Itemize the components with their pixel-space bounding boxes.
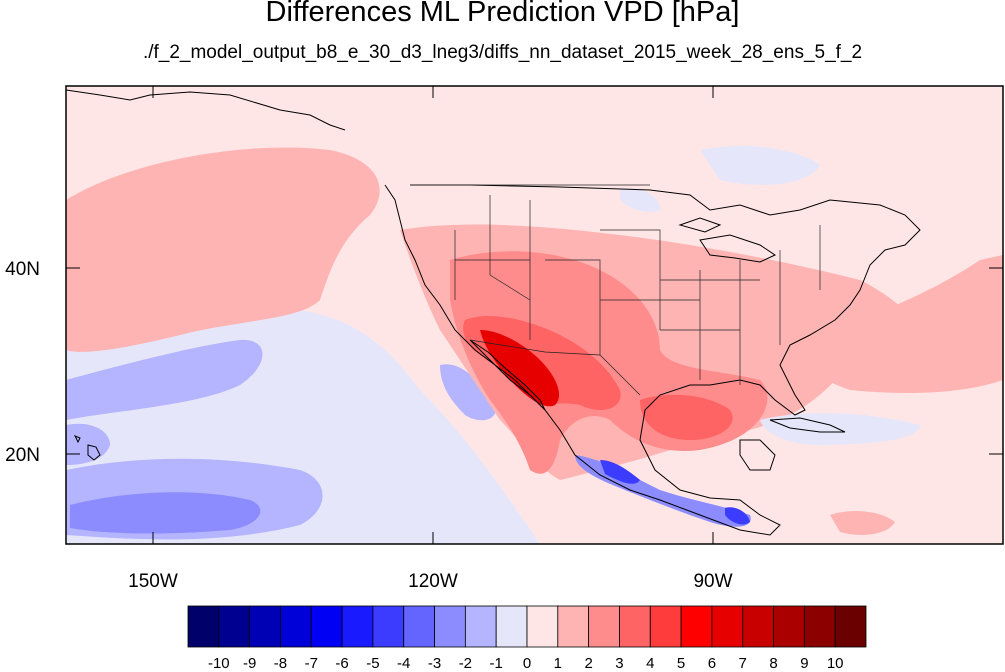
baja-offshore-blue xyxy=(440,364,496,421)
colorbar-swatch xyxy=(649,605,682,648)
colorbar: -10 -9 -8 -7 -6 -5 -4 -3 -2 -1 0 1 2 3 4 5 6 7 8 9 10 xyxy=(187,605,867,672)
central-america-deep-blue xyxy=(725,507,750,525)
colorbar-label: -9 xyxy=(243,655,256,672)
political-borders xyxy=(410,184,821,396)
baja-california-coastline xyxy=(469,339,546,411)
caribbean-red-patch xyxy=(830,510,895,535)
lon-tick-120w: 120W xyxy=(408,571,458,592)
north-america-coastline xyxy=(384,184,921,536)
colorbar-label: -3 xyxy=(428,655,441,672)
great-lakes-outline xyxy=(678,217,777,263)
pacific-mid-blue-region xyxy=(66,339,263,420)
colorbar-label: 10 xyxy=(827,655,844,672)
colorbar-label: 9 xyxy=(800,655,808,672)
hudson-blue-patch xyxy=(620,188,660,212)
colorbar-swatch xyxy=(464,605,497,648)
colorbar-label: -7 xyxy=(305,655,318,672)
colorbar-swatch xyxy=(619,605,651,648)
colorbar-label: 5 xyxy=(677,655,685,672)
colorbar-swatch xyxy=(310,605,343,648)
colorbar-label: -5 xyxy=(366,655,379,672)
axis-ticks xyxy=(66,86,1003,544)
colorbar-label: 7 xyxy=(739,655,747,672)
colorbar-swatch xyxy=(187,605,220,648)
colorbar-label: 3 xyxy=(615,655,623,672)
colorbar-swatch xyxy=(834,605,867,648)
atlantic-light-red-region xyxy=(800,255,1003,393)
colorbar-swatch xyxy=(218,605,251,648)
colorbar-swatch xyxy=(249,605,281,648)
colorbar-label: 6 xyxy=(708,655,716,672)
colorbar-swatch xyxy=(680,605,713,648)
colorbar-label: -6 xyxy=(335,655,348,672)
yucatan-coastline xyxy=(739,439,776,471)
gulf-red-region xyxy=(640,394,733,440)
coastlines xyxy=(66,89,921,536)
map-title: Differences ML Prediction VPD [hPa] xyxy=(265,0,740,28)
state-borders xyxy=(454,195,821,385)
caribbean-light-blue-patch xyxy=(760,413,920,445)
colorbar-label: 8 xyxy=(769,655,777,672)
colorbar-label: -1 xyxy=(490,655,503,672)
sonora-dark-red-core xyxy=(480,330,560,407)
colorbar-swatch xyxy=(434,605,466,648)
colorbar-swatch xyxy=(711,605,744,648)
cuba-outline xyxy=(769,417,846,433)
hawaii-outline xyxy=(73,435,101,461)
map-field xyxy=(66,86,1003,544)
colorbar-label: -4 xyxy=(397,655,410,672)
colorbar-swatch xyxy=(742,605,774,648)
map-frame xyxy=(65,85,1004,545)
lat-tick-20n: 20N xyxy=(5,445,40,466)
colorbar-swatch xyxy=(557,605,590,648)
colorbar-label: 4 xyxy=(646,655,654,672)
north-pacific-red-region xyxy=(66,147,380,352)
colorbar-label: -2 xyxy=(459,655,472,672)
colorbar-label: -10 xyxy=(208,655,230,672)
map-subtitle: ./f_2_model_output_b8_e_30_d3_lneg3/diff… xyxy=(142,42,863,63)
canada-light-blue-patch xyxy=(700,145,820,185)
colorbar-swatch xyxy=(495,605,528,648)
lat-tick-40n: 40N xyxy=(5,259,40,280)
colorbar-label: -8 xyxy=(274,655,287,672)
colorbar-swatch xyxy=(341,605,374,648)
mexico-coast-deep-blue xyxy=(600,460,640,484)
colorbar-swatch xyxy=(403,605,435,648)
lon-tick-150w: 150W xyxy=(128,571,178,592)
colorbar-swatch xyxy=(773,605,805,648)
colorbar-swatch xyxy=(280,605,312,648)
colorbar-label: 0 xyxy=(523,655,531,672)
pacific-blue-south xyxy=(70,492,261,534)
lon-tick-90w: 90W xyxy=(693,571,732,592)
colorbar-swatch xyxy=(526,605,559,648)
pacific-blue-hawaii xyxy=(66,423,110,465)
colorbar-swatch xyxy=(372,605,405,648)
colorbar-label: 1 xyxy=(554,655,562,672)
colorbar-swatch xyxy=(588,605,620,648)
colorbar-swatch xyxy=(803,605,836,648)
colorbar-label: 2 xyxy=(584,655,592,672)
alaska-coastline xyxy=(66,89,346,131)
